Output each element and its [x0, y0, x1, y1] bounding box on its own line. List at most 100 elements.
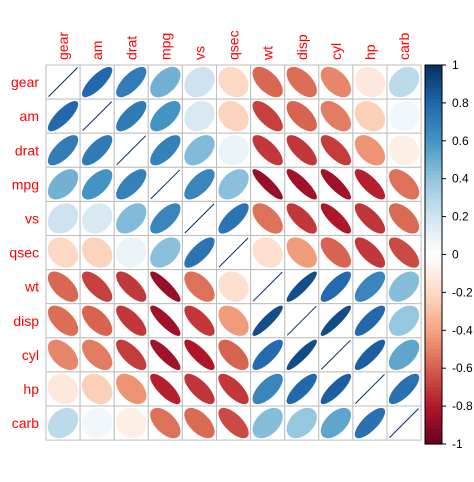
correlation-ellipse: [320, 135, 352, 166]
correlation-ellipse: [184, 305, 215, 336]
colorbar-tick-label: -0.8: [452, 399, 473, 413]
colorbar-tick-label: -0.2: [452, 285, 473, 299]
color-legend-ticks: 1 0.8 0.6 0.4 0.2 0 -0.2 -0.4 -0.6 -0.8 -1: [442, 58, 473, 451]
correlation-ellipse: [150, 271, 181, 302]
diagonal-mark: [355, 374, 385, 404]
colorbar-segment: [425, 284, 442, 290]
colorbar-segment: [425, 368, 442, 373]
colorbar-segment: [425, 186, 442, 191]
correlation-ellipse: [354, 271, 386, 302]
colorbar-tick-label: -0.6: [452, 361, 473, 375]
colorbar-segment: [425, 254, 442, 259]
correlation-ellipse: [47, 100, 79, 132]
correlation-ellipse: [116, 271, 147, 302]
colorbar-segment: [425, 421, 442, 426]
colorbar-tick-label: 0.4: [452, 172, 469, 186]
colorbar-segment: [425, 299, 442, 305]
correlation-ellipse: [354, 66, 386, 98]
correlation-ellipse: [354, 169, 386, 200]
colorbar-segment: [425, 133, 442, 138]
colorbar-segment: [425, 178, 442, 184]
colorbar-segment: [425, 265, 442, 271]
colorbar-segment: [425, 91, 442, 96]
diagonal-mark: [82, 101, 113, 132]
colorbar-segment: [425, 167, 442, 172]
correlation-ellipse: [116, 66, 147, 98]
colorbar-segment: [425, 356, 442, 362]
correlation-ellipse: [320, 66, 352, 98]
correlation-ellipse: [81, 305, 113, 336]
colorbar-segment: [425, 212, 442, 218]
diagonal-mark: [252, 271, 283, 302]
colorbar-segment: [425, 118, 442, 123]
correlation-ellipse: [286, 407, 317, 439]
colorbar-segment: [425, 209, 442, 214]
row-labels: gear am drat mpg vs qsec wt disp cyl hp carb: [9, 74, 39, 431]
correlation-ellipse: [388, 100, 420, 132]
correlation-ellipse: [320, 407, 352, 439]
colorbar-tick-label: 0.8: [452, 96, 469, 110]
colorbar-segment: [425, 398, 442, 403]
correlation-ellipse: [184, 169, 215, 200]
correlation-ellipse: [184, 271, 215, 302]
colorbar-segment: [425, 379, 442, 384]
colorbar-segment: [425, 387, 442, 392]
correlation-ellipse: [320, 373, 352, 405]
colorbar-segment: [425, 220, 442, 225]
row-label: disp: [13, 313, 39, 329]
colorbar-tick-label: 1: [452, 58, 459, 72]
correlation-ellipse: [150, 66, 181, 98]
correlation-ellipse: [184, 373, 215, 405]
correlation-ellipse: [47, 339, 79, 371]
colorbar-segment: [425, 163, 442, 168]
correlation-ellipse: [47, 203, 79, 234]
colorbar-segment: [425, 383, 442, 388]
colorbar-segment: [425, 326, 442, 331]
row-label: wt: [24, 279, 39, 295]
colorbar-segment: [425, 425, 442, 430]
correlation-ellipse: [81, 237, 113, 268]
correlation-ellipse: [286, 135, 317, 166]
correlation-ellipse: [252, 100, 283, 132]
colorbar-segment: [425, 413, 442, 419]
diagonal-mark: [150, 169, 181, 200]
colorbar-segment: [425, 201, 442, 206]
diagonal-mark: [286, 305, 317, 336]
correlation-ellipse: [320, 271, 352, 302]
correlation-ellipse: [388, 135, 420, 166]
correlation-ellipse: [218, 135, 249, 166]
colorbar-segment: [425, 114, 442, 119]
correlation-ellipse: [218, 169, 249, 200]
correlation-ellipse: [286, 100, 317, 132]
colorbar-segment: [425, 106, 442, 112]
correlation-ellipse: [286, 339, 317, 371]
colorbar-segment: [425, 80, 442, 85]
correlation-ellipse: [150, 135, 181, 166]
colorbar-segment: [425, 341, 442, 347]
row-label: vs: [25, 210, 39, 226]
correlation-ellipse: [252, 237, 283, 268]
correlation-ellipse: [320, 203, 352, 234]
colorbar-segment: [425, 432, 442, 438]
colorbar-segment: [425, 95, 442, 100]
colorbar-segment: [425, 205, 442, 210]
colorbar-segment: [425, 296, 442, 301]
correlation-ellipse: [81, 203, 113, 234]
colorbar-segment: [425, 337, 442, 343]
diagonal-mark: [389, 408, 419, 438]
colorbar-segment: [425, 155, 442, 161]
correlation-ellipse: [320, 237, 352, 268]
diagonal-mark: [184, 203, 215, 234]
row-label: mpg: [12, 176, 39, 192]
colorbar-segment: [425, 144, 442, 149]
correlation-ellipse: [388, 271, 420, 302]
correlation-ellipse: [184, 100, 215, 132]
colorbar-segment: [425, 231, 442, 237]
correlation-ellipse: [116, 373, 147, 405]
correlation-ellipse: [116, 407, 147, 439]
correlation-ellipse: [81, 339, 113, 371]
diagonal-mark: [48, 67, 78, 97]
correlation-ellipse: [388, 66, 420, 98]
row-label: am: [20, 108, 39, 124]
